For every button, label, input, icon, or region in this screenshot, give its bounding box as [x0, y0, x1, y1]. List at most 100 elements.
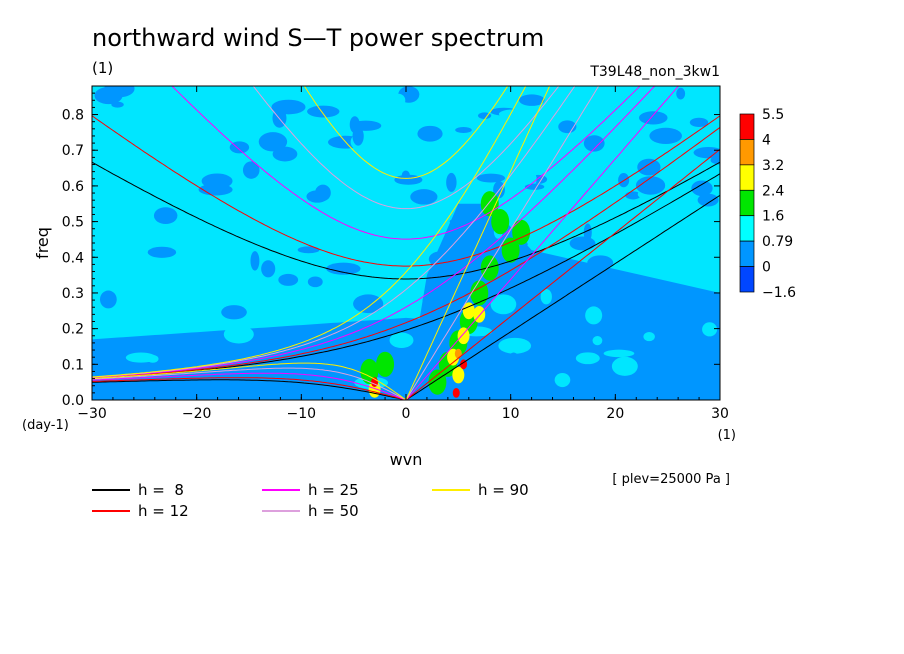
power-patch — [191, 108, 208, 128]
colorbar-swatch — [739, 113, 755, 140]
colorbar-label: 4 — [762, 132, 771, 148]
y-tick-label: 0.6 — [62, 179, 84, 195]
legend: h = 8 h = 12 h = 25 h = 50 h = 90 — [92, 481, 529, 520]
colorbar-label: 5.5 — [762, 107, 784, 123]
legend-item: h = 25 — [262, 481, 359, 499]
power-patch — [315, 184, 331, 201]
ig-curve — [92, 115, 720, 267]
power-patch — [495, 128, 525, 136]
chart-title: northward wind S—T power spectrum — [92, 24, 544, 52]
power-patch — [458, 386, 477, 398]
legend-item: h = 8 — [92, 481, 184, 499]
power-patch — [175, 136, 188, 143]
power-patch — [115, 110, 126, 125]
power-patch — [198, 284, 232, 296]
y-tick-label: 0.3 — [62, 286, 84, 302]
y-tick-label: 0.1 — [62, 357, 84, 373]
power-patch — [131, 110, 161, 118]
power-patch — [422, 292, 444, 310]
y-tick-label: 0.2 — [62, 322, 84, 338]
colorbar-label: 0.79 — [762, 234, 793, 250]
x-tick-label: −10 — [287, 406, 317, 422]
power-patch — [667, 292, 679, 311]
y-axis-unit: (day-1) — [22, 418, 69, 433]
legend-label: h = 90 — [478, 481, 529, 499]
power-patch — [159, 290, 196, 305]
power-patch — [224, 259, 239, 271]
mrg-curve — [92, 126, 720, 379]
power-patch — [307, 276, 323, 288]
x-axis: −30 −20 −10 0 10 20 30 — [77, 86, 729, 422]
power-patch — [498, 109, 533, 119]
power-patch — [94, 86, 123, 105]
power-patch — [477, 112, 492, 119]
power-patch — [229, 141, 250, 154]
power-patch — [391, 93, 406, 108]
power-patch — [643, 309, 653, 322]
power-patch — [258, 132, 288, 152]
colorbar-label: 1.6 — [762, 209, 784, 225]
power-patch — [575, 352, 600, 365]
colorbar-label: −1.6 — [762, 285, 796, 301]
power-patch — [507, 352, 520, 373]
power-patch — [125, 352, 156, 363]
power-patch — [307, 105, 340, 118]
power-patch — [261, 260, 276, 278]
power-patch — [419, 88, 447, 103]
power-patch — [352, 126, 364, 146]
rossby-curve — [92, 362, 407, 400]
power-patch — [702, 322, 718, 337]
y-axis: 0.0 0.1 0.2 0.3 0.4 0.5 0.6 0.7 0.8 — [62, 92, 720, 409]
plot-area — [92, 86, 720, 400]
power-patch — [519, 94, 545, 106]
power-patch — [672, 325, 698, 339]
power-patch — [589, 176, 606, 194]
power-patch — [201, 173, 233, 189]
power-peak — [457, 327, 470, 345]
power-peak — [470, 280, 489, 306]
ig-curve — [92, 161, 720, 280]
legend-label: h = 12 — [138, 502, 189, 520]
power-patch — [569, 236, 596, 251]
rossby-curve — [92, 377, 407, 400]
power-patch — [92, 359, 113, 377]
power-patch — [592, 336, 603, 346]
power-patch — [603, 349, 635, 358]
ig-curve — [303, 86, 509, 179]
dispersion-curve-h90 — [92, 86, 551, 400]
y-tick-label: 0.8 — [62, 108, 84, 124]
power-peak — [462, 302, 475, 320]
power-patch — [247, 353, 278, 361]
power-patch — [540, 288, 552, 305]
rossby-curve — [92, 367, 407, 400]
legend-label: h = 50 — [308, 502, 359, 520]
dispersion-curve-h25 — [92, 86, 680, 400]
power-patch — [566, 283, 602, 295]
power-patch — [583, 135, 605, 152]
colorbar-swatch — [739, 240, 755, 267]
power-patch — [147, 246, 177, 258]
y-tick-label: 0.5 — [62, 215, 84, 231]
power-patch — [523, 170, 537, 188]
power-patch — [635, 176, 666, 195]
kelvin-curve — [405, 86, 600, 400]
chart-subtitle-left: (1) — [92, 59, 113, 77]
power-patch — [542, 373, 552, 391]
power-peak — [480, 255, 499, 281]
power-patch — [637, 158, 661, 176]
power-peak — [452, 366, 465, 384]
power-patch — [645, 284, 654, 299]
colorbar-label: 2.4 — [762, 183, 784, 199]
y-tick-label: 0.0 — [62, 393, 84, 409]
y-tick-label: 0.7 — [62, 143, 84, 159]
power-patch — [297, 246, 320, 254]
power-patch — [106, 342, 139, 356]
colorbar: 5.5 4 3.2 2.4 1.6 0.79 0 −1.6 — [739, 107, 796, 301]
dispersion-curves — [92, 86, 720, 400]
power-patch — [649, 127, 682, 144]
power-patch — [401, 170, 410, 181]
ig-curve — [171, 86, 641, 240]
spectral-power-contours — [92, 86, 720, 400]
colorbar-label: 0 — [762, 260, 771, 276]
